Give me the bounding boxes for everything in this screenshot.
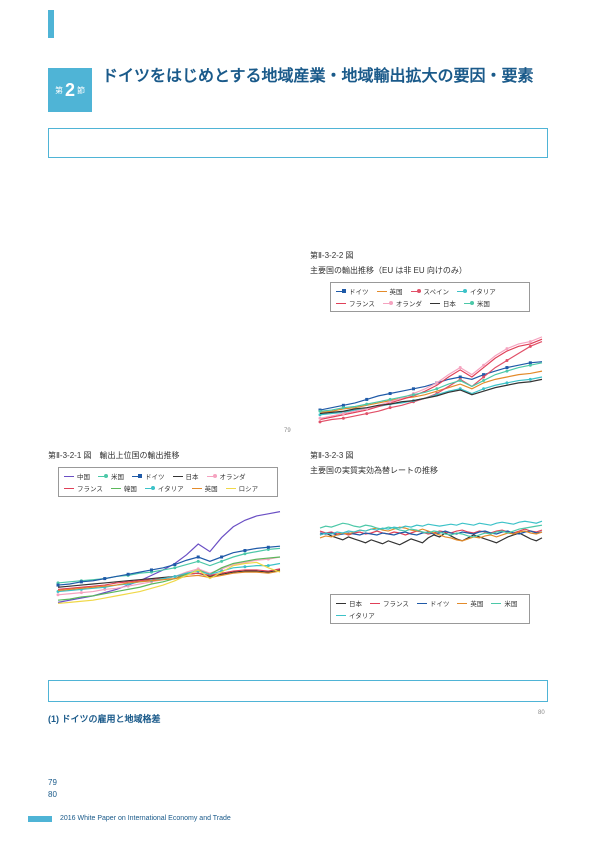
chart-figure-1: 第Ⅱ-3-2-2 図 主要国の輸出推移（EU は非 EU 向けのみ） ドイツ英国… (310, 250, 550, 444)
chart2-label: 第Ⅱ-3-2-1 図 輸出上位国の輸出推移 (48, 450, 288, 461)
intro-box (48, 128, 548, 158)
footnote-num: 79 (284, 428, 291, 434)
chart1-title: 主要国の輸出推移（EU は非 EU 向けのみ） (310, 265, 550, 276)
legend-item: ロシア (226, 483, 259, 493)
chart3-title: 主要国の実質実効為替レートの推移 (310, 465, 550, 476)
subsection-heading: (1) ドイツの雇用と地域格差 (48, 712, 161, 725)
section-prefix: 第 (55, 85, 63, 96)
legend-item: 日本 (173, 471, 199, 481)
legend-item: 英国 (377, 286, 403, 296)
chart2-plot (48, 499, 288, 619)
legend-item: ドイツ (132, 471, 165, 481)
legend-item: 日本 (336, 598, 362, 608)
chart1-legend: ドイツ英国スペインイタリアフランスオランダ日本米国 (330, 282, 530, 312)
legend-item: 中国 (64, 471, 90, 481)
chart-figure-3: 第Ⅱ-3-2-3 図 主要国の実質実効為替レートの推移 日本フランスドイツ英国米… (310, 450, 550, 624)
page-number-2: 80 (48, 790, 57, 799)
page-title: ドイツをはじめとする地域産業・地域輸出拡大の要因・要素 (102, 66, 552, 88)
section-number: 2 (65, 80, 75, 101)
chart1-id: 第Ⅱ-3-2-2 図 (310, 250, 550, 261)
chart1-plot (310, 314, 550, 444)
legend-item: 米国 (464, 298, 490, 308)
section-suffix: 節 (77, 85, 85, 96)
legend-item: イタリア (145, 483, 184, 493)
chart-figure-2: 第Ⅱ-3-2-1 図 輸出上位国の輸出推移 中国米国ドイツ日本オランダフランス韓… (48, 450, 288, 619)
legend-item: ドイツ (417, 598, 450, 608)
legend-item: フランス (64, 483, 103, 493)
legend-item: 英国 (457, 598, 483, 608)
section-badge: 第 2 節 (48, 68, 92, 112)
legend-item: スペイン (411, 286, 450, 296)
legend-item: イタリア (457, 286, 496, 296)
legend-item: フランス (336, 298, 375, 308)
footnote-ref: 80 (538, 710, 545, 716)
legend-item: ドイツ (336, 286, 369, 296)
legend-item: フランス (370, 598, 409, 608)
legend-item: 韓国 (111, 483, 137, 493)
chart2-legend: 中国米国ドイツ日本オランダフランス韓国イタリア英国ロシア (58, 467, 278, 497)
legend-item: 英国 (192, 483, 218, 493)
chart3-plot (310, 480, 550, 590)
legend-item: 日本 (430, 298, 456, 308)
top-accent (48, 10, 54, 38)
chart3-id: 第Ⅱ-3-2-3 図 (310, 450, 550, 461)
legend-item: オランダ (207, 471, 246, 481)
chart3-legend: 日本フランスドイツ英国米国イタリア (330, 594, 530, 624)
legend-item: オランダ (383, 298, 422, 308)
legend-item: イタリア (336, 610, 375, 620)
legend-item: 米国 (98, 471, 124, 481)
page-number-1: 79 (48, 778, 57, 787)
footer-text: 2016 White Paper on International Econom… (60, 815, 231, 822)
footer-accent (28, 816, 52, 822)
legend-item: 米国 (491, 598, 517, 608)
section-box (48, 680, 548, 702)
